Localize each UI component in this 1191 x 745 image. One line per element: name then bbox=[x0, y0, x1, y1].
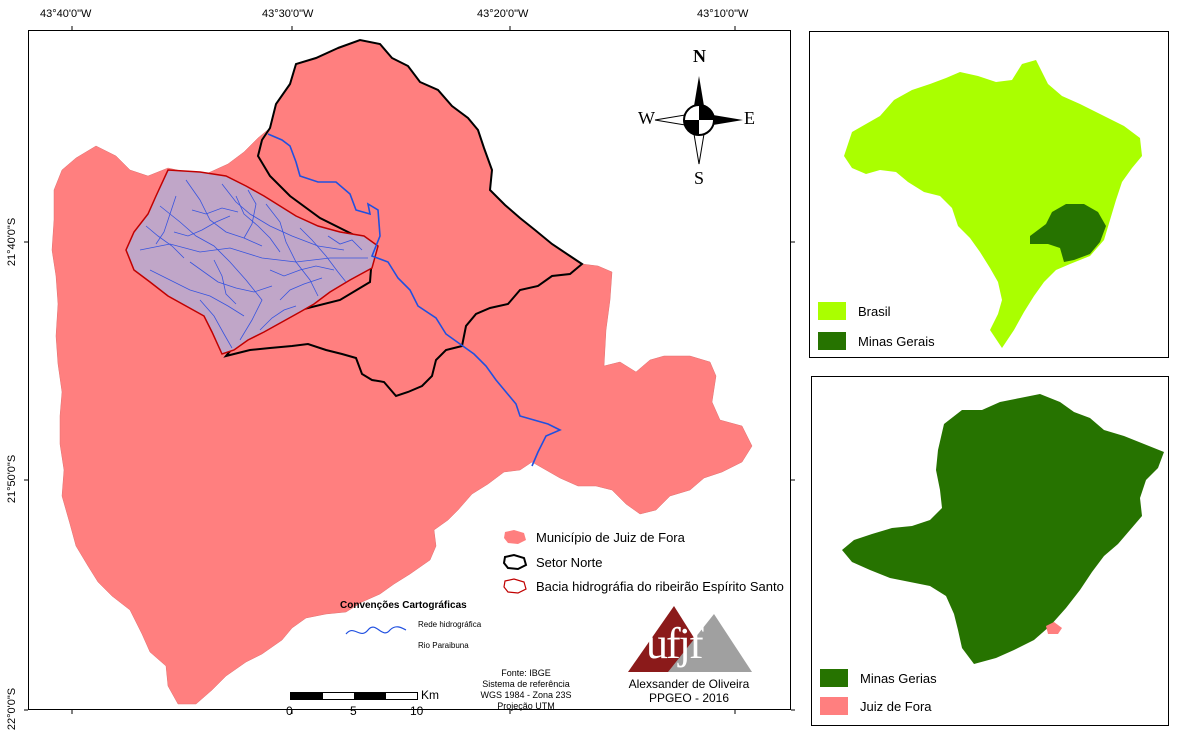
legend-label: Juiz de Fora bbox=[860, 698, 932, 714]
compass-e-label: E bbox=[744, 108, 755, 128]
legend-item-basin: Bacia hidrográfia do ribeirão Espírito S… bbox=[502, 577, 784, 595]
logo-triangles-icon bbox=[628, 606, 752, 672]
source-line: Sistema de referência bbox=[482, 679, 570, 689]
legend-item-minas-gerias: Minas Gerias bbox=[820, 669, 937, 687]
legend-label: Minas Gerias bbox=[860, 670, 937, 686]
longitude-label: 43°20'0"W bbox=[477, 8, 529, 20]
source-line: Fonte: IBGE bbox=[501, 668, 551, 678]
river-paraibuna bbox=[267, 133, 562, 467]
legend-item-minas-gerais: Minas Gerais bbox=[818, 332, 935, 350]
longitude-label: 43°10'0"W bbox=[697, 8, 749, 20]
longitude-label: 43°40'0"W bbox=[40, 8, 92, 20]
scale-tick-label: 0 bbox=[286, 704, 293, 718]
legend-item-juiz-de-fora: Juiz de Fora bbox=[820, 697, 932, 715]
legend-label: Município de Juiz de Fora bbox=[536, 529, 685, 545]
minas-gerais-swatch bbox=[820, 669, 848, 687]
compass-n-label: N bbox=[693, 46, 706, 66]
legend-item-sector: Setor Norte bbox=[502, 553, 602, 571]
scale-tick-label: 5 bbox=[350, 704, 357, 718]
legend-label: Setor Norte bbox=[536, 554, 603, 570]
source-line: WGS 1984 - Zona 23S bbox=[480, 690, 572, 700]
brasil-swatch bbox=[818, 302, 846, 320]
ufjf-logo: ufjf bbox=[628, 604, 752, 674]
credit-year: PPGEO - 2016 bbox=[648, 691, 730, 705]
conventions-item: Rio Paraibuna bbox=[418, 641, 469, 650]
municipality-swatch-icon bbox=[504, 530, 526, 544]
minas-gerais-swatch bbox=[818, 332, 846, 350]
legend-label: Brasil bbox=[858, 303, 891, 319]
legend-item-municipality: Município de Juiz de Fora bbox=[502, 528, 685, 546]
sector-outline bbox=[223, 38, 584, 398]
juiz-de-fora-swatch bbox=[820, 697, 848, 715]
scale-bar bbox=[290, 692, 418, 700]
longitude-label: 43°30'0"W bbox=[262, 8, 314, 20]
drainage-network bbox=[139, 179, 368, 349]
conventions-title: Convenções Cartográficas bbox=[340, 600, 467, 611]
legend-label: Bacia hidrográfia do ribeirão Espírito S… bbox=[536, 578, 784, 594]
compass-s-label: S bbox=[694, 168, 705, 188]
logo-text: ufjf bbox=[646, 619, 704, 668]
source-line: Projeção UTM bbox=[497, 701, 555, 711]
basin-polygon bbox=[125, 169, 379, 355]
credits: Alexsander de Oliveira PPGEO - 2016 bbox=[622, 677, 756, 705]
legend-item-brasil: Brasil bbox=[818, 302, 891, 320]
author-name: Alexsander de Oliveira bbox=[628, 677, 750, 691]
legend-label: Minas Gerais bbox=[858, 333, 935, 349]
conventions-item: Rede hidrográfica bbox=[418, 620, 482, 629]
scale-tick-label: 10 bbox=[410, 704, 424, 718]
scale-unit-label: Km bbox=[421, 688, 439, 702]
compass-rose-icon bbox=[654, 76, 743, 165]
compass-w-label: W bbox=[638, 108, 655, 128]
source-info: Fonte: IBGE Sistema de referência WGS 19… bbox=[470, 668, 582, 712]
basin-swatch-icon bbox=[503, 578, 527, 594]
north-arrow: N S W E bbox=[636, 46, 762, 190]
sector-swatch-icon bbox=[502, 553, 528, 571]
